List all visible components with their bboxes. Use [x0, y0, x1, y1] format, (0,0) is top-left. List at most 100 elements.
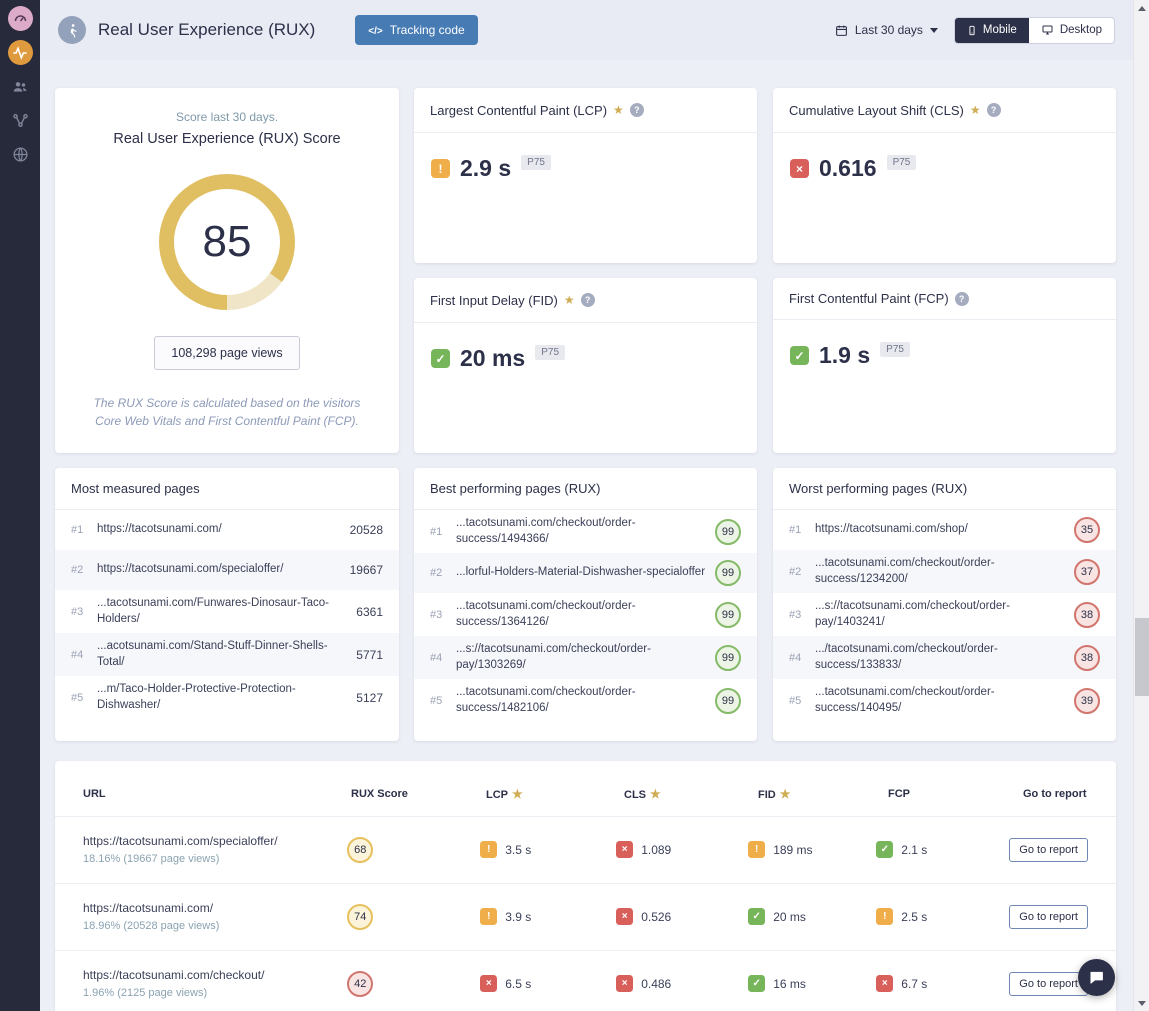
sidebar-item-users[interactable] — [8, 74, 33, 99]
header-url: URL — [83, 788, 106, 801]
list-item[interactable]: #5 ...tacotsunami.com/checkout/order-suc… — [414, 679, 757, 722]
network-icon — [12, 113, 28, 128]
page-url: ...s://tacotsunami.com/checkout/order-pa… — [815, 600, 1010, 628]
page-url-link[interactable]: https://tacotsunami.com/specialoffer/ — [83, 834, 278, 849]
toggle-mobile[interactable]: Mobile — [954, 17, 1029, 43]
fid-card: First Input Delay (FID) 20 ms P75 — [414, 278, 757, 453]
list-item[interactable]: #2 ...lorful-Holders-Material-Dishwasher… — [414, 553, 757, 594]
page-url: ...lorful-Holders-Material-Dishwasher-sp… — [456, 566, 706, 579]
table-row: https://tacotsunami.com/checkout/ 1.96% … — [55, 949, 1116, 1011]
sidebar-item-rux-monitoring[interactable] — [7, 40, 33, 65]
walking-person-icon — [70, 23, 77, 37]
code-icon — [368, 23, 382, 37]
status-icon — [480, 908, 498, 926]
p75-badge: P75 — [880, 342, 910, 357]
sidebar-item-globe[interactable] — [8, 142, 33, 167]
page-views-share: 1.96% (2125 page views) — [83, 987, 208, 1000]
rank: #5 — [430, 694, 443, 707]
help-icon[interactable] — [629, 103, 644, 117]
vertical-scrollbar[interactable] — [1133, 0, 1149, 1011]
list-item[interactable]: #4 ...acotsunami.com/Stand-Stuff-Dinner-… — [55, 633, 399, 677]
cls-value: 0.616 — [819, 155, 877, 181]
go-to-report-button[interactable]: Go to report — [1009, 904, 1088, 929]
list-item[interactable]: #5 ...m/Taco-Holder-Protective-Protectio… — [55, 676, 399, 719]
best-pages-card: Best performing pages (RUX) #1 ...tacots… — [414, 468, 757, 741]
go-to-report-button[interactable]: Go to report — [1009, 837, 1088, 862]
score-card-title: Real User Experience (RUX) Score — [113, 131, 341, 147]
scroll-down-button[interactable] — [1134, 995, 1149, 1011]
phone-icon — [969, 25, 975, 35]
toggle-desktop-label: Desktop — [1059, 24, 1102, 36]
lcp-card-title: Largest Contentful Paint (LCP) — [430, 102, 608, 118]
measure-count: 5127 — [356, 690, 383, 705]
help-icon[interactable] — [580, 293, 595, 307]
status-icon — [876, 908, 894, 926]
list-item[interactable]: #5 ...tacotsunami.com/checkout/order-suc… — [773, 679, 1116, 722]
app-logo-icon[interactable] — [7, 6, 33, 31]
avatar — [58, 16, 86, 44]
list-item[interactable]: #3 ...tacotsunami.com/checkout/order-suc… — [414, 593, 757, 636]
list-item[interactable]: #2 https://tacotsunami.com/specialoffer/… — [55, 550, 399, 590]
list-item[interactable]: #1 https://tacotsunami.com/shop/ 35 — [773, 510, 1116, 550]
help-icon[interactable] — [986, 103, 1001, 117]
list-item[interactable]: #4 .../tacotsunami.com/checkout/order-su… — [773, 636, 1116, 680]
tracking-code-button[interactable]: Tracking code — [355, 15, 478, 45]
rank: #5 — [71, 691, 84, 704]
measure-count: 20528 — [349, 523, 383, 537]
cls-value: 1.089 — [641, 842, 672, 857]
page-url-link[interactable]: https://tacotsunami.com/ — [83, 901, 214, 916]
list-item[interactable]: #4 ...s://tacotsunami.com/checkout/order… — [414, 636, 757, 680]
toggle-desktop[interactable]: Desktop — [1029, 18, 1114, 43]
page-url: ...m/Taco-Holder-Protective-Protection-D… — [97, 683, 296, 711]
chat-icon — [1090, 971, 1103, 984]
rank: #2 — [71, 564, 84, 576]
rank: #1 — [71, 524, 84, 536]
page-views-badge: 108,298 page views — [154, 336, 300, 370]
star-icon — [650, 789, 661, 801]
score-pill: 99 — [715, 687, 741, 714]
status-warning-icon — [431, 159, 450, 178]
rank: #4 — [789, 651, 802, 664]
status-icon — [480, 975, 498, 993]
table-row: https://tacotsunami.com/ 18.96% (20528 p… — [55, 882, 1116, 950]
cls-value: 0.526 — [641, 909, 672, 924]
worst-pages-card: Worst performing pages (RUX) #1 https://… — [773, 468, 1116, 741]
status-pass-icon — [431, 349, 450, 368]
rux-donut: 85 — [159, 174, 295, 310]
list-item[interactable]: #1 ...tacotsunami.com/checkout/order-suc… — [414, 510, 757, 553]
date-range-label: Last 30 days — [854, 23, 923, 37]
score-pill: 39 — [1074, 687, 1100, 714]
score-pill: 99 — [715, 518, 741, 545]
rank: #1 — [789, 524, 802, 536]
date-range-selector[interactable]: Last 30 days — [835, 23, 938, 37]
page-views-share: 18.96% (20528 page views) — [83, 920, 220, 933]
chat-widget-button[interactable] — [1078, 959, 1115, 996]
fcp-value: 2.1 s — [901, 842, 928, 857]
score-pill: 99 — [715, 601, 741, 628]
list-item[interactable]: #3 ...tacotsunami.com/Funwares-Dinosaur-… — [55, 590, 399, 633]
star-icon — [780, 789, 791, 801]
score-pill: 35 — [1074, 517, 1100, 543]
card-title: Best performing pages (RUX) — [430, 481, 601, 496]
scrollbar-thumb[interactable] — [1135, 618, 1149, 696]
star-icon — [512, 789, 523, 801]
score-pill: 42 — [347, 970, 374, 997]
fid-card-title: First Input Delay (FID) — [430, 292, 558, 308]
scroll-up-button[interactable] — [1134, 0, 1149, 16]
list-item[interactable]: #3 ...s://tacotsunami.com/checkout/order… — [773, 593, 1116, 636]
sidebar-item-analytics[interactable] — [8, 108, 33, 133]
header-lcp: LCP — [486, 787, 624, 801]
status-pass-icon — [790, 346, 809, 365]
list-item[interactable]: #1 https://tacotsunami.com/ 20528 — [55, 510, 399, 550]
cls-card-title: Cumulative Layout Shift (CLS) — [789, 102, 964, 118]
list-item[interactable]: #2 ...tacotsunami.com/checkout/order-suc… — [773, 550, 1116, 594]
status-icon — [616, 908, 634, 926]
star-icon — [970, 101, 981, 119]
header-fcp: FCP — [888, 788, 910, 801]
page-url-link[interactable]: https://tacotsunami.com/checkout/ — [83, 968, 265, 983]
rank: #4 — [430, 651, 443, 664]
page-views-share: 18.16% (19667 page views) — [83, 853, 220, 866]
go-to-report-button[interactable]: Go to report — [1009, 971, 1088, 996]
help-icon[interactable] — [954, 291, 969, 306]
table-row: https://tacotsunami.com/specialoffer/ 18… — [55, 815, 1116, 883]
